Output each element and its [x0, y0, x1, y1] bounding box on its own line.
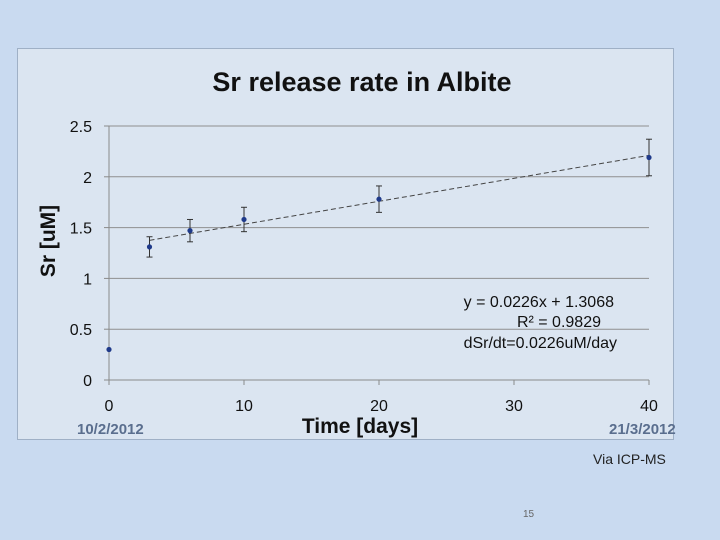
x-tick-label: 30: [505, 398, 523, 415]
slide-number: 15: [523, 509, 535, 520]
y-tick-label: 2: [83, 170, 92, 187]
start-date-label: 10/2/2012: [77, 421, 144, 438]
y-tick-label: 1: [83, 271, 92, 288]
method-note: Via ICP-MS: [593, 451, 666, 467]
x-tick-label: 10: [235, 398, 253, 415]
data-point: [106, 346, 112, 353]
data-point: [376, 196, 382, 202]
r-squared-label: R² = 0.9829: [517, 314, 601, 331]
chart-area: 0 0.5 1 1.5 2 2.5 0 10 20 30 40 Sr release rate in …: [17, 48, 674, 440]
data-point: [646, 154, 652, 161]
rate-label: dSr/dt=0.0226uM/day: [464, 335, 617, 352]
plot-background: [109, 126, 649, 380]
data-point: [241, 216, 247, 223]
x-axis-label: Time [days]: [302, 415, 418, 438]
trendline: [149, 154, 650, 241]
y-tick-label: 2.5: [70, 119, 92, 136]
x-tick-label: 20: [370, 398, 388, 415]
y-axis-label: Sr [uM]: [37, 205, 60, 277]
chart-svg: 0 0.5 1 1.5 2 2.5 0 10 20 30 40 Sr release rate in …: [37, 67, 658, 438]
x-tick-label: 0: [105, 398, 114, 415]
data-point: [187, 228, 193, 234]
end-date-label: 21/3/2012: [609, 421, 676, 438]
data-point: [146, 244, 153, 250]
y-tick-label: 1.5: [70, 221, 92, 238]
equation-label: y = 0.0226x + 1.3068: [464, 294, 614, 311]
x-tick-label: 40: [640, 398, 658, 415]
chart-title: Sr release rate in Albite: [212, 67, 511, 97]
y-tick-label: 0.5: [70, 322, 92, 339]
y-tick-label: 0: [83, 373, 92, 390]
